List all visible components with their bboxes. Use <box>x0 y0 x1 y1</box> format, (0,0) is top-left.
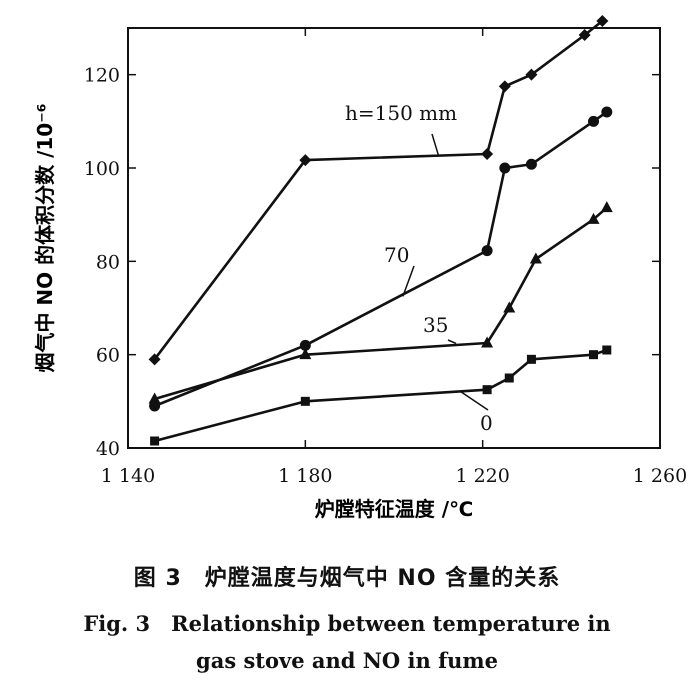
data-point-circle <box>299 339 311 351</box>
series-label: 70 <box>384 243 409 267</box>
y-tick-label: 100 <box>84 158 120 180</box>
x-tick-label: 1 220 <box>455 465 509 487</box>
series-label-leader <box>402 265 415 297</box>
no-vs-temperature-chart: 1 140 1 180 1 220 1 260 40 60 80 100 120 h=150 m… <box>33 15 687 521</box>
data-point-triangle <box>529 252 542 264</box>
series-line <box>154 206 608 401</box>
figure-caption-chinese: 图 3 炉膛温度与烟气中 NO 含量的关系 <box>133 566 561 591</box>
series-label: h=150 mm <box>345 101 457 125</box>
data-point-circle <box>481 245 493 257</box>
data-point-triangle <box>503 301 516 313</box>
data-point-diamond <box>578 29 591 41</box>
figure-caption-english-line1: Fig. 3 Relationship between temperature … <box>83 611 611 636</box>
x-tick-label: 1 180 <box>278 465 332 487</box>
data-point-square <box>300 396 310 406</box>
series-label-leader <box>447 339 457 345</box>
data-point-triangle <box>481 336 494 348</box>
data-point-square <box>526 354 536 364</box>
data-point-circle <box>601 106 613 118</box>
data-point-triangle <box>148 392 161 404</box>
series-label: 35 <box>423 313 448 337</box>
data-point-circle <box>588 115 599 127</box>
series-label-leader <box>460 390 489 411</box>
y-tick-label: 80 <box>96 251 120 273</box>
plot-frame <box>127 27 661 449</box>
data-point-circle <box>525 158 537 170</box>
figure-caption-english-line2: gas stove and NO in fume <box>196 648 498 673</box>
series-label-leader <box>431 133 440 156</box>
series-line <box>154 348 608 443</box>
data-point-circle <box>499 162 511 174</box>
x-axis-title: 炉膛特征温度 /℃ <box>315 497 474 521</box>
data-point-diamond <box>148 353 161 366</box>
y-tick-label: 40 <box>96 438 120 460</box>
data-point-square <box>504 373 514 383</box>
y-tick-label: 60 <box>96 345 120 367</box>
data-point-diamond <box>525 68 538 81</box>
data-point-triangle <box>299 348 312 360</box>
x-tick-label: 1 140 <box>101 465 155 487</box>
data-point-triangle <box>600 201 613 213</box>
data-point-square <box>482 385 492 395</box>
data-point-diamond <box>498 80 511 93</box>
y-axis-title: 烟气中 NO 的体积分数 /10⁻⁶ <box>33 103 57 372</box>
data-point-square <box>589 350 598 360</box>
x-tick-label: 1 260 <box>633 465 687 487</box>
series-label: 0 <box>480 411 493 435</box>
data-point-diamond <box>596 15 609 27</box>
y-tick-label: 120 <box>84 65 120 87</box>
data-point-diamond <box>299 154 312 167</box>
data-point-diamond <box>481 148 494 160</box>
data-point-square <box>150 436 160 446</box>
data-point-square <box>602 345 612 355</box>
data-point-triangle <box>587 212 600 224</box>
